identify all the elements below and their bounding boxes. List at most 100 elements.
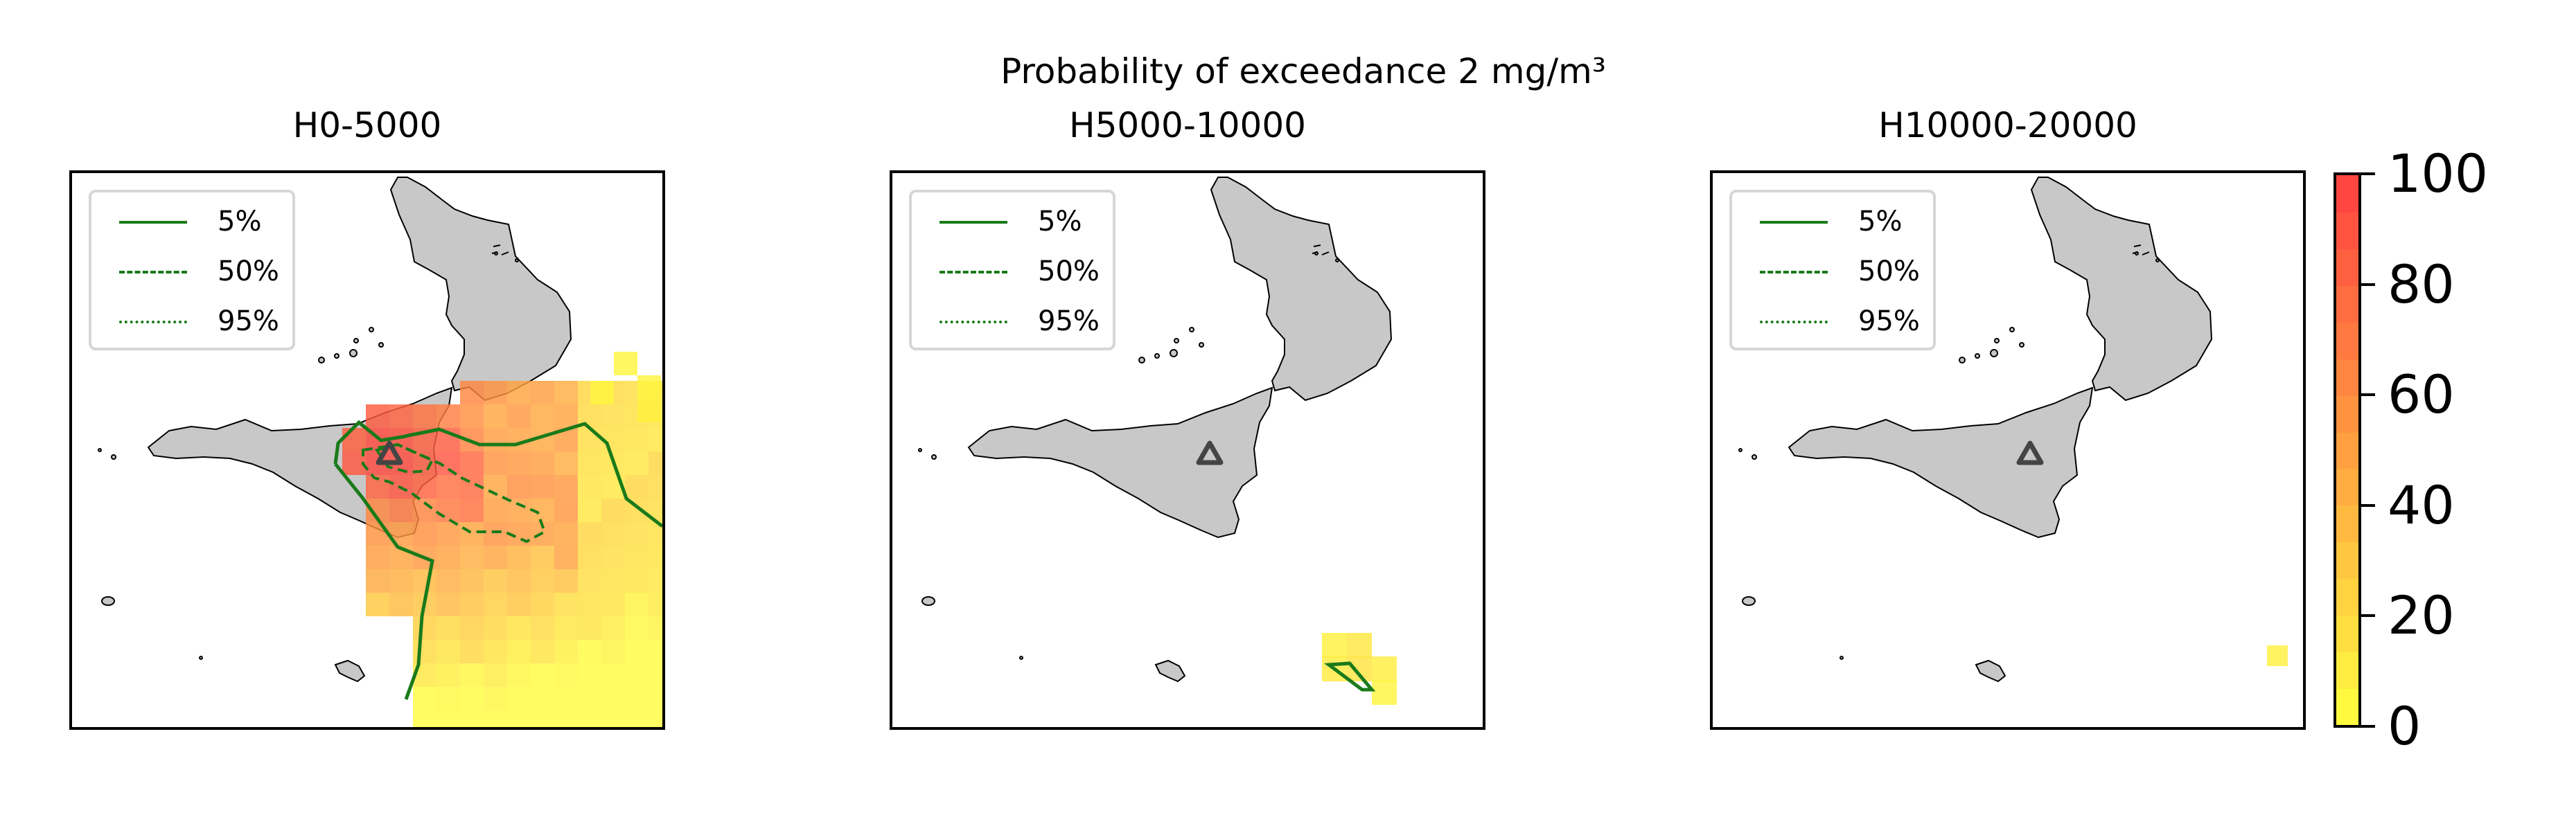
islet — [1990, 349, 1998, 357]
probability-cell — [507, 687, 531, 710]
probability-cell — [649, 546, 662, 569]
probability-cell — [460, 640, 484, 663]
legend-label: 50% — [218, 256, 279, 287]
colorbar-tick-label: 40 — [2388, 474, 2455, 536]
legend-entry: 95% — [91, 298, 292, 348]
calabria-land — [2030, 177, 2213, 402]
probability-cell — [625, 616, 649, 640]
islet — [378, 342, 384, 348]
probability-cell — [484, 710, 507, 727]
islet — [1994, 338, 2000, 343]
islet — [1738, 448, 1743, 452]
probability-cell — [649, 663, 662, 687]
probability-cell — [366, 546, 389, 569]
probability-cell — [578, 593, 601, 616]
legend: 5% 50% 95% — [909, 190, 1115, 350]
probability-cell — [601, 663, 625, 687]
legend-line-swatch — [1760, 321, 1828, 323]
malta-land — [1975, 659, 2006, 683]
legend-entry: 95% — [1732, 298, 1933, 348]
probability-cell — [625, 687, 649, 710]
colorbar-segment — [2336, 615, 2358, 653]
probability-cell — [507, 593, 531, 616]
etna-volcano-marker — [1196, 440, 1224, 465]
colorbar-tick — [2361, 393, 2375, 397]
probability-cell — [531, 687, 554, 710]
probability-cell — [625, 428, 649, 451]
probability-cell — [649, 451, 662, 475]
probability-cell — [484, 663, 507, 687]
probability-cell — [507, 451, 531, 475]
probability-cell — [554, 593, 578, 616]
probability-cell — [389, 499, 413, 522]
probability-cell — [578, 616, 601, 640]
colorbar-segment — [2336, 505, 2358, 543]
legend-entry: 50% — [912, 248, 1113, 298]
probability-cell — [554, 546, 578, 569]
probability-cell — [554, 475, 578, 499]
probability-cell — [460, 710, 484, 727]
legend-line-swatch — [939, 321, 1007, 323]
colorbar-segment — [2336, 541, 2358, 580]
colorbar-tick — [2361, 725, 2375, 728]
legend-entry: 5% — [91, 198, 292, 248]
probability-cell — [649, 522, 662, 546]
colorbar-segment — [2336, 321, 2358, 359]
map-panel-h5000-10000: 5% 50% 95% — [890, 170, 1485, 730]
map-panel-h10000-20000: 5% 50% 95% — [1710, 170, 2306, 730]
probability-cell — [413, 475, 436, 499]
islet — [353, 338, 359, 343]
legend-entry: 50% — [1732, 248, 1933, 298]
legend-entry: 5% — [912, 198, 1113, 248]
probability-cell — [531, 663, 554, 687]
etna-volcano-marker — [376, 440, 403, 465]
colorbar-tick-label: 0 — [2388, 695, 2421, 757]
probability-cell — [436, 499, 460, 522]
probability-cell — [625, 663, 649, 687]
probability-cell — [436, 710, 460, 727]
probability-cell — [436, 475, 460, 499]
pantelleria-island — [1742, 596, 1756, 606]
islet — [515, 258, 519, 262]
legend-label: 50% — [1858, 256, 1920, 287]
probability-cell — [389, 593, 413, 616]
probability-cells — [2267, 645, 2288, 666]
islet — [334, 353, 339, 359]
islet — [2155, 258, 2160, 262]
probability-cell — [554, 663, 578, 687]
probability-cell — [531, 616, 554, 640]
probability-cell — [460, 546, 484, 569]
calabria-land — [1210, 177, 1393, 402]
probability-cell — [436, 569, 460, 593]
probability-cell — [554, 522, 578, 546]
probability-cell — [554, 381, 578, 404]
probability-cell — [436, 404, 460, 428]
colorbar-segment — [2336, 175, 2358, 213]
map-svg — [98, 177, 662, 727]
probability-cell — [507, 640, 531, 663]
calabria-land — [389, 177, 572, 402]
colorbar-segment — [2336, 468, 2358, 506]
islet — [1840, 656, 1844, 660]
probability-cell — [554, 451, 578, 475]
probability-cell — [625, 522, 649, 546]
probability-cell — [614, 352, 637, 375]
colorbar-segment — [2336, 395, 2358, 433]
probability-cell — [601, 640, 625, 663]
probability-cell — [436, 593, 460, 616]
probability-cell — [484, 428, 507, 451]
probability-cell — [601, 569, 625, 593]
probability-cell — [366, 593, 389, 616]
islet — [369, 327, 374, 332]
probability-cell — [507, 381, 531, 404]
probability-cell — [460, 451, 484, 475]
legend-label: 95% — [1038, 305, 1100, 337]
probability-cell — [649, 616, 662, 640]
probability-cell — [1322, 633, 1347, 658]
islet — [98, 448, 102, 452]
coast-marks — [2132, 244, 2150, 256]
colorbar-segment — [2336, 358, 2358, 396]
probability-cell — [601, 616, 625, 640]
islet — [1975, 353, 1980, 359]
islet — [1019, 656, 1023, 660]
